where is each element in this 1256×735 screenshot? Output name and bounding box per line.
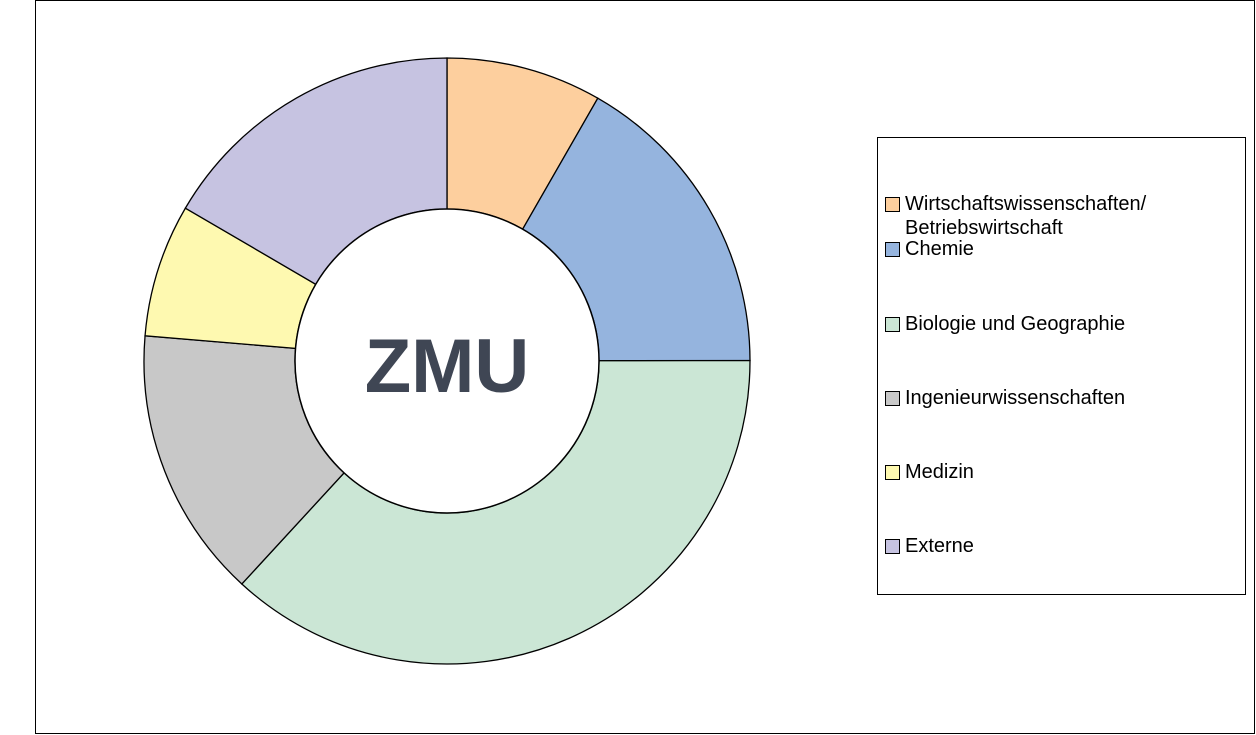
legend-label: Wirtschaftswissenschaften/ Betriebswirts… [905,193,1147,239]
legend-label: Biologie und Geographie [905,313,1126,335]
legend-label: Externe [905,535,974,557]
legend-item: Ingenieurwissenschaften [885,386,1125,410]
legend-swatch [885,391,900,406]
legend-item: Wirtschaftswissenschaften/ Betriebswirts… [885,192,1146,240]
legend-item: Medizin [885,460,974,484]
legend-label: Medizin [905,461,974,483]
legend-swatch [885,539,900,554]
legend-item: Chemie [885,237,974,261]
legend-label: Chemie [905,238,974,260]
donut-hole [294,208,600,514]
legend-item: Externe [885,534,974,558]
legend-item: Biologie und Geographie [885,312,1125,336]
legend-label: Ingenieurwissenschaften [905,387,1126,409]
legend-swatch [885,317,900,332]
legend-swatch [885,465,900,480]
legend-swatch [885,242,900,257]
legend-swatch [885,197,900,212]
legend: Wirtschaftswissenschaften/ Betriebswirts… [877,137,1246,595]
center-label: ZMU [365,324,530,409]
donut [143,57,751,665]
